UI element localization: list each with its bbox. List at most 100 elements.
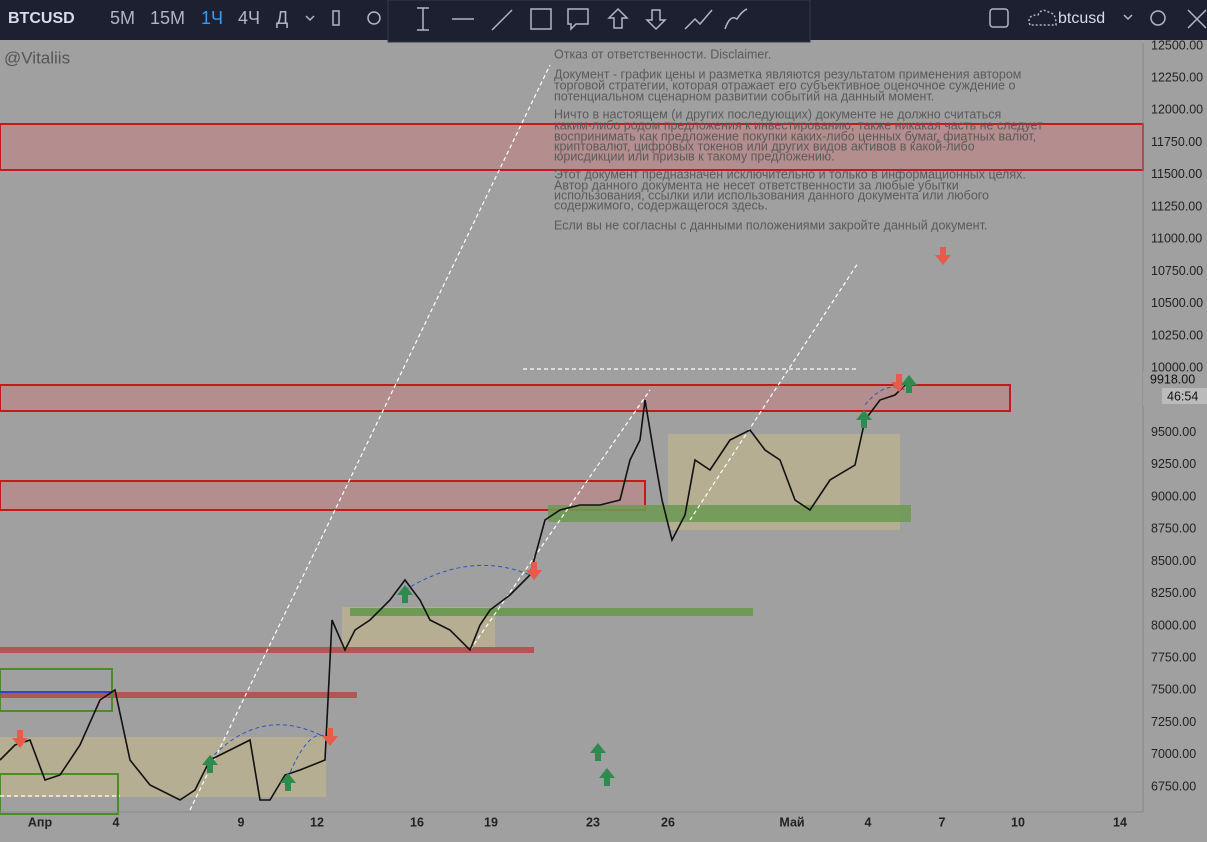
interval-button[interactable]: 4Ч bbox=[238, 8, 260, 28]
time-label: 10 bbox=[1011, 815, 1025, 829]
tool[interactable] bbox=[645, 9, 667, 31]
tool[interactable] bbox=[724, 8, 748, 30]
trend-line bbox=[189, 64, 551, 811]
price-label: 7750.00 bbox=[1151, 650, 1196, 664]
resistance-zone bbox=[0, 123, 1144, 171]
disclaimer-line: использования, ссылки или использования … bbox=[554, 188, 989, 202]
price-label: 11000.00 bbox=[1151, 232, 1202, 246]
interval-button[interactable]: 1Ч bbox=[201, 8, 223, 28]
drawings bbox=[0, 64, 1144, 815]
time-label: 23 bbox=[586, 815, 600, 829]
buy-arrow bbox=[599, 768, 615, 786]
time-label: Апр bbox=[28, 815, 53, 829]
price-label: 9500.00 bbox=[1151, 425, 1196, 439]
trend-line bbox=[689, 262, 859, 521]
countdown-bg bbox=[1162, 388, 1207, 404]
dropdown[interactable] bbox=[1123, 14, 1133, 21]
disclaimer-line: содержимого, содержащегося здесь. bbox=[554, 198, 768, 212]
time-label: 9 bbox=[238, 815, 245, 829]
disclaimer-line: торговой стратегии, которая отражает его… bbox=[554, 78, 1015, 92]
arc bbox=[284, 734, 331, 786]
trend-line bbox=[469, 389, 651, 651]
price-label: 8500.00 bbox=[1151, 554, 1196, 568]
current-price: 9918.00 bbox=[1150, 372, 1195, 386]
green-zone bbox=[548, 505, 911, 522]
interval-button[interactable]: 5M bbox=[110, 8, 135, 28]
tool[interactable] bbox=[530, 8, 552, 30]
arc bbox=[404, 564, 531, 591]
disclaimer-line: каким-либо родом предложения к инвестиро… bbox=[554, 118, 1043, 132]
green-box bbox=[0, 668, 113, 712]
resistance-zone bbox=[0, 384, 1011, 412]
price-label: 11250.00 bbox=[1151, 199, 1202, 213]
tool-icons bbox=[305, 7, 1207, 31]
sell-arrow bbox=[891, 374, 907, 392]
disclaimer-line: криптовалют, цифровых токенов или других… bbox=[554, 139, 975, 153]
layout-button[interactable] bbox=[989, 8, 1009, 28]
price-label: 8250.00 bbox=[1151, 586, 1196, 600]
sell-arrow bbox=[322, 728, 338, 746]
price-label: 10750.00 bbox=[1151, 264, 1203, 278]
disclaimer: Отказ от ответственности. Disclaimer. Док… bbox=[554, 47, 1043, 232]
settings[interactable] bbox=[1150, 10, 1166, 26]
tool[interactable] bbox=[491, 9, 513, 31]
account[interactable]: btcusd bbox=[1058, 10, 1105, 27]
time-label: 26 bbox=[661, 815, 675, 829]
fullscreen[interactable] bbox=[1187, 9, 1207, 29]
tool[interactable] bbox=[417, 7, 429, 31]
price-label: 8750.00 bbox=[1151, 522, 1196, 536]
time-label: 7 bbox=[939, 815, 946, 829]
price-label: 12000.00 bbox=[1151, 103, 1203, 117]
time-label: 4 bbox=[113, 815, 120, 829]
interval-button[interactable]: 15M bbox=[150, 8, 185, 28]
time-label: 12 bbox=[310, 815, 324, 829]
price-label: 10000.00 bbox=[1151, 360, 1203, 374]
range-box bbox=[0, 737, 326, 797]
time-label: 19 bbox=[484, 815, 498, 829]
indicators-icon[interactable] bbox=[367, 11, 381, 25]
price-label: 10250.00 bbox=[1151, 328, 1203, 342]
price-label: 10500.00 bbox=[1151, 296, 1203, 310]
buy-arrow bbox=[856, 410, 872, 428]
price-label: 12250.00 bbox=[1151, 71, 1203, 85]
support-zone bbox=[0, 480, 646, 511]
green-zone bbox=[350, 608, 753, 616]
sell-arrow bbox=[935, 247, 951, 265]
tool[interactable] bbox=[684, 9, 713, 30]
red-line bbox=[0, 692, 357, 698]
symbol[interactable]: BTCUSD bbox=[8, 10, 75, 27]
price-label: 7250.00 bbox=[1151, 715, 1196, 729]
watermark: @Vitaliis bbox=[4, 48, 70, 67]
time-label: 4 bbox=[865, 815, 872, 829]
drawing-toolbar bbox=[387, 0, 811, 43]
buy-arrow bbox=[202, 755, 218, 773]
price-label: 11750.00 bbox=[1151, 135, 1202, 149]
disclaimer-line: Автор данного документа не несет ответст… bbox=[554, 178, 959, 192]
candles-icon[interactable] bbox=[332, 10, 340, 26]
intervals: 5M 15M 1Ч 4Ч Д bbox=[110, 8, 288, 28]
cloud-icon[interactable] bbox=[1028, 9, 1057, 26]
sell-arrow bbox=[12, 730, 28, 748]
tool[interactable] bbox=[607, 7, 629, 29]
time-label: Май bbox=[779, 815, 804, 829]
price-line bbox=[0, 384, 906, 801]
time-label: 14 bbox=[1113, 815, 1127, 829]
disclaimer-line: воспринимать как предложение покупки как… bbox=[554, 129, 1036, 143]
price-label: 7000.00 bbox=[1151, 747, 1196, 761]
buy-arrow bbox=[590, 743, 606, 761]
buy-arrow bbox=[901, 375, 917, 393]
interval-button[interactable]: Д bbox=[276, 8, 288, 28]
disclaimer-line: юрисдикции или призыв к такому предложен… bbox=[554, 149, 835, 163]
countdown: 46:54 bbox=[1167, 389, 1198, 403]
tool[interactable] bbox=[567, 8, 589, 31]
time-label: 16 bbox=[410, 815, 424, 829]
dropdown[interactable] bbox=[305, 15, 315, 22]
disclaimer-line: Этот документ предназначен исключительно… bbox=[554, 167, 1026, 181]
disclaimer-line: потенциальном сценарном развитии событий… bbox=[554, 89, 934, 103]
price-label: 9000.00 bbox=[1151, 489, 1196, 503]
disclaimer-line: Если вы не согласны с данными положениям… bbox=[554, 218, 987, 232]
price-label: 11500.00 bbox=[1151, 167, 1202, 181]
sell-arrow bbox=[526, 562, 542, 580]
